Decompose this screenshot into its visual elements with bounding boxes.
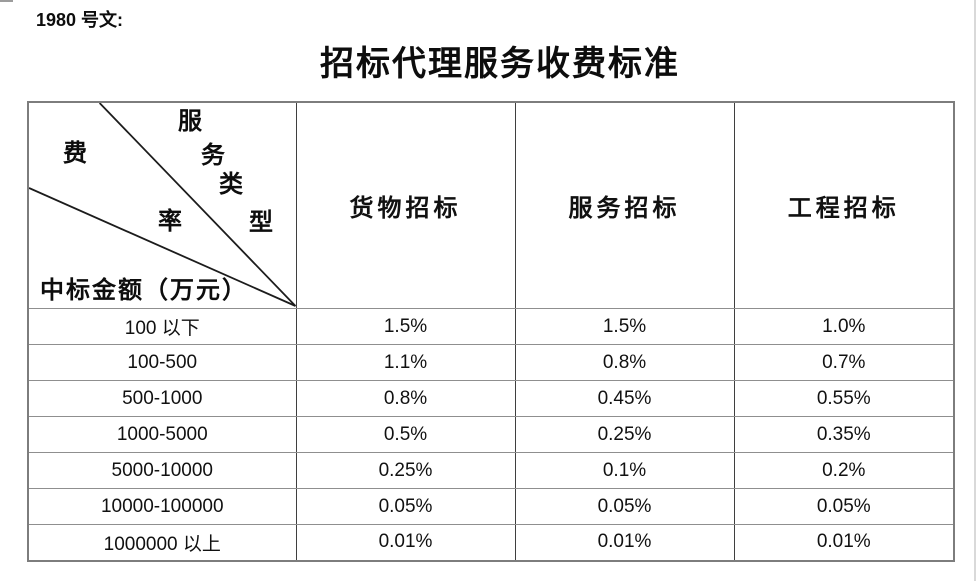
table-row: 10000-100000 0.05% 0.05% 0.05% (27, 488, 955, 525)
column-header-service: 服务招标 (514, 101, 735, 309)
corner-row-axis-label: 中标金额（万元） (40, 278, 248, 304)
rate-cell: 1.5% (295, 308, 516, 345)
table-row: 100-500 1.1% 0.8% 0.7% (27, 344, 955, 381)
rate-cell: 0.05% (733, 488, 955, 525)
viewport-right-edge (974, 0, 976, 581)
amount-range-cell: 5000-10000 (27, 452, 297, 489)
diagonal-lines (29, 103, 296, 307)
amount-range-cell: 10000-100000 (27, 488, 297, 525)
diagonal-header-content: 服 务 类 型 费 率 中标金额（万元） (29, 103, 296, 308)
column-header-engineering: 工程招标 (733, 101, 955, 309)
column-header-goods: 货物招标 (295, 101, 516, 309)
rate-cell: 0.01% (733, 524, 955, 561)
rate-cell: 1.5% (514, 308, 735, 345)
amount-range-cell: 1000-5000 (27, 416, 297, 453)
amount-range-cell: 100-500 (27, 344, 297, 381)
rate-cell: 0.01% (514, 524, 735, 561)
corner-label-service-type-char: 服 (178, 109, 202, 135)
table-row: 500-1000 0.8% 0.45% 0.55% (27, 380, 955, 417)
amount-range-cell: 1000000 以上 (27, 524, 297, 561)
amount-range-cell: 500-1000 (27, 380, 297, 417)
rate-cell: 0.2% (733, 452, 955, 489)
rate-cell: 0.45% (514, 380, 735, 417)
table-row: 1000000 以上 0.01% 0.01% 0.01% (27, 524, 955, 561)
window-edge-artifact (0, 0, 13, 2)
amount-range-cell: 100 以下 (27, 308, 297, 345)
table-row: 100 以下 1.5% 1.5% 1.0% (27, 308, 955, 345)
rate-cell: 0.55% (733, 380, 955, 417)
table-row: 5000-10000 0.25% 0.1% 0.2% (27, 452, 955, 489)
rate-cell: 1.1% (295, 344, 516, 381)
doc-number: 1980 号文: (36, 10, 124, 30)
rate-cell: 0.8% (514, 344, 735, 381)
diagonal-split-header-cell: 服 务 类 型 费 率 中标金额（万元） (27, 101, 297, 309)
corner-label-rate-char: 率 (158, 209, 182, 235)
rate-cell: 1.0% (733, 308, 955, 345)
rate-cell: 0.01% (295, 524, 516, 561)
rate-cell: 0.05% (295, 488, 516, 525)
table-header-row: 服 务 类 型 费 率 中标金额（万元） 货物招标 服务招标 工程招标 (27, 101, 955, 309)
rate-cell: 0.5% (295, 416, 516, 453)
corner-label-rate-char: 费 (63, 141, 87, 167)
rate-cell: 0.25% (514, 416, 735, 453)
rate-cell: 0.35% (733, 416, 955, 453)
fee-standard-table: 服 务 类 型 费 率 中标金额（万元） 货物招标 服务招标 工程招标 100 … (27, 101, 955, 562)
page-title: 招标代理服务收费标准 (320, 46, 680, 83)
rate-cell: 0.8% (295, 380, 516, 417)
rate-cell: 0.1% (514, 452, 735, 489)
rate-cell: 0.7% (733, 344, 955, 381)
rate-cell: 0.05% (514, 488, 735, 525)
rate-cell: 0.25% (295, 452, 516, 489)
corner-label-service-type-char: 务 (201, 143, 225, 169)
table-row: 1000-5000 0.5% 0.25% 0.35% (27, 416, 955, 453)
corner-label-service-type-char: 类 (219, 172, 243, 198)
corner-label-service-type-char: 型 (249, 210, 273, 236)
